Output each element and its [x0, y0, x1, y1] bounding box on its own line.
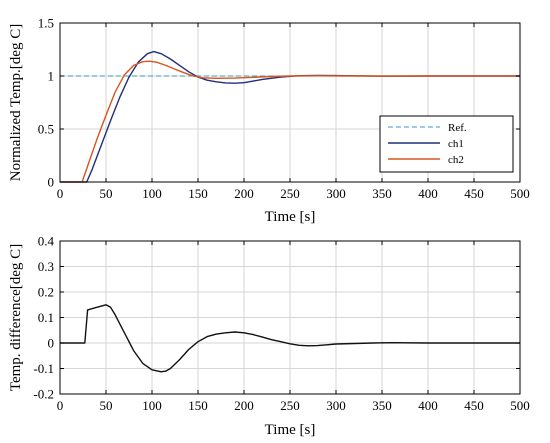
series-line-ch2 — [60, 60, 520, 183]
x-axis-label: Time [s] — [265, 209, 316, 225]
x-tick-label: 200 — [234, 186, 254, 201]
bottom-plot: 0 50 100 150 200 250 300 350 400 450 500 -0.2 -0.1 0 0… — [8, 234, 530, 439]
y-tick-label: 1.5 — [38, 16, 54, 31]
x-axis-label: Time [s] — [265, 422, 316, 438]
x-tick-label: 200 — [234, 398, 254, 413]
x-tick-label: 150 — [188, 398, 208, 413]
y-tick-label: 0.2 — [38, 285, 54, 300]
x-tick-label: 500 — [510, 398, 530, 413]
legend-box — [379, 115, 514, 173]
y-tick-label: 1 — [48, 69, 55, 84]
legend-entry: ch2 — [448, 154, 464, 166]
y-tick-label: 0.4 — [38, 234, 55, 249]
x-tick-label: 500 — [510, 186, 530, 201]
y-tick-label: 0 — [48, 336, 55, 351]
y-axis-label: Temp. difference[deg C] — [8, 244, 24, 391]
x-tick-label: 50 — [100, 186, 113, 201]
x-tick-label: 100 — [142, 186, 162, 201]
x-tick-label: 0 — [57, 186, 64, 201]
x-tick-label: 350 — [372, 186, 392, 201]
x-tick-label: 450 — [464, 398, 484, 413]
y-tick-label: 0.1 — [38, 310, 54, 325]
x-tick-label: 350 — [372, 398, 392, 413]
y-axis-label: Normalized Temp.[deg C] — [8, 24, 24, 181]
x-tick-label: 450 — [464, 186, 484, 201]
x-tick-label: 100 — [142, 398, 162, 413]
x-tick-label: 300 — [326, 186, 346, 201]
x-tick-label: 250 — [280, 398, 300, 413]
x-tick-label: 50 — [100, 398, 113, 413]
y-tick-label: 0.5 — [38, 122, 54, 137]
x-tick-label: 150 — [188, 186, 208, 201]
legend-entry: ch1 — [448, 138, 464, 150]
y-tick-label: 0.3 — [38, 259, 54, 274]
legend: Ref. ch1 ch2 — [379, 115, 514, 173]
legend-entry: Ref. — [448, 122, 467, 134]
x-tick-label: 400 — [418, 186, 438, 201]
y-tick-label: -0.1 — [33, 361, 54, 376]
x-tick-label: 400 — [418, 398, 438, 413]
x-tick-label: 0 — [57, 398, 64, 413]
y-tick-label: -0.2 — [33, 387, 54, 402]
series-line — [60, 304, 520, 373]
x-tick-label: 250 — [280, 186, 300, 201]
y-tick-label: 0 — [48, 175, 55, 190]
top-plot: 0 50 100 150 200 250 300 350 400 450 500 0 0.5 1 1.5 Ti… — [8, 16, 530, 226]
x-tick-label: 300 — [326, 398, 346, 413]
